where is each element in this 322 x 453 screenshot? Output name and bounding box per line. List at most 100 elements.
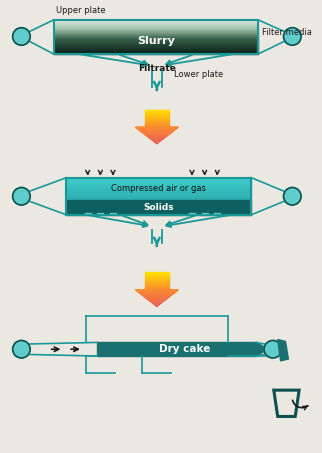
Polygon shape [136,290,178,291]
Polygon shape [145,283,168,284]
Polygon shape [145,125,168,126]
Circle shape [264,341,281,358]
Bar [66,179,251,180]
Polygon shape [145,110,168,111]
Polygon shape [145,278,168,279]
Polygon shape [145,289,168,290]
Bar [66,186,251,187]
Bar [53,20,258,21]
Bar [53,37,258,38]
Polygon shape [145,286,168,287]
Bar [66,189,251,190]
Bar [98,342,256,356]
Text: Filter media: Filter media [262,28,312,37]
Bar [53,22,258,23]
Polygon shape [145,287,168,288]
Bar [53,53,258,54]
Polygon shape [149,138,165,139]
Bar [66,184,251,185]
Text: Solids: Solids [144,203,174,212]
Bar [66,196,251,197]
Text: Filtrate: Filtrate [138,64,176,73]
Bar [53,30,258,31]
Polygon shape [145,112,168,113]
Polygon shape [136,127,178,128]
Bar [53,20,258,54]
Bar [53,24,258,25]
Polygon shape [146,135,168,136]
Polygon shape [142,295,171,296]
Bar [66,180,251,181]
Polygon shape [138,129,176,130]
Bar [53,33,258,34]
Polygon shape [138,292,176,293]
Bar [66,198,251,199]
Polygon shape [154,304,160,305]
Polygon shape [145,121,168,122]
Polygon shape [141,294,173,295]
Bar [66,181,251,182]
Polygon shape [145,113,168,114]
Polygon shape [144,133,170,134]
Polygon shape [137,291,177,292]
Bar [53,27,258,28]
Polygon shape [139,130,175,131]
Polygon shape [145,277,168,278]
Polygon shape [151,302,163,303]
Polygon shape [156,143,158,144]
Bar [53,23,258,24]
Bar [53,25,258,26]
Bar [66,178,251,215]
Bar [53,52,258,53]
Bar [53,42,258,43]
Text: Lower plate: Lower plate [175,70,224,78]
Polygon shape [145,122,168,123]
Polygon shape [145,117,168,118]
Bar [66,194,251,195]
Bar [66,187,251,188]
Polygon shape [145,276,168,277]
Bar [53,39,258,40]
Bar [66,193,251,194]
Bar [66,182,251,183]
Bar [66,192,251,193]
Bar [66,199,251,200]
Polygon shape [150,139,164,140]
Polygon shape [139,293,175,294]
Bar [53,26,258,27]
Polygon shape [145,115,168,116]
Bar [53,36,258,37]
Polygon shape [145,119,168,120]
Bar [53,38,258,39]
Polygon shape [145,285,168,286]
Polygon shape [148,137,166,138]
Bar [66,191,251,192]
Bar [53,29,258,30]
Bar [53,50,258,51]
Polygon shape [137,128,177,129]
Polygon shape [145,288,168,289]
Polygon shape [150,301,164,302]
Polygon shape [152,140,161,141]
Bar [53,47,258,48]
Bar [66,185,251,186]
Text: Slurry: Slurry [137,36,175,46]
Bar [66,197,251,198]
Polygon shape [256,342,268,356]
Bar [53,41,258,42]
Polygon shape [155,142,159,143]
Text: Compressed air or gas: Compressed air or gas [111,184,206,193]
Circle shape [13,188,30,205]
Bar [53,32,258,33]
Polygon shape [145,279,168,280]
Polygon shape [147,136,167,137]
Polygon shape [145,284,168,285]
Bar [66,200,251,215]
Polygon shape [278,339,289,361]
Bar [53,48,258,49]
Bar [53,31,258,32]
Circle shape [284,28,301,45]
Polygon shape [145,281,168,282]
Polygon shape [145,120,168,121]
Polygon shape [140,131,174,132]
